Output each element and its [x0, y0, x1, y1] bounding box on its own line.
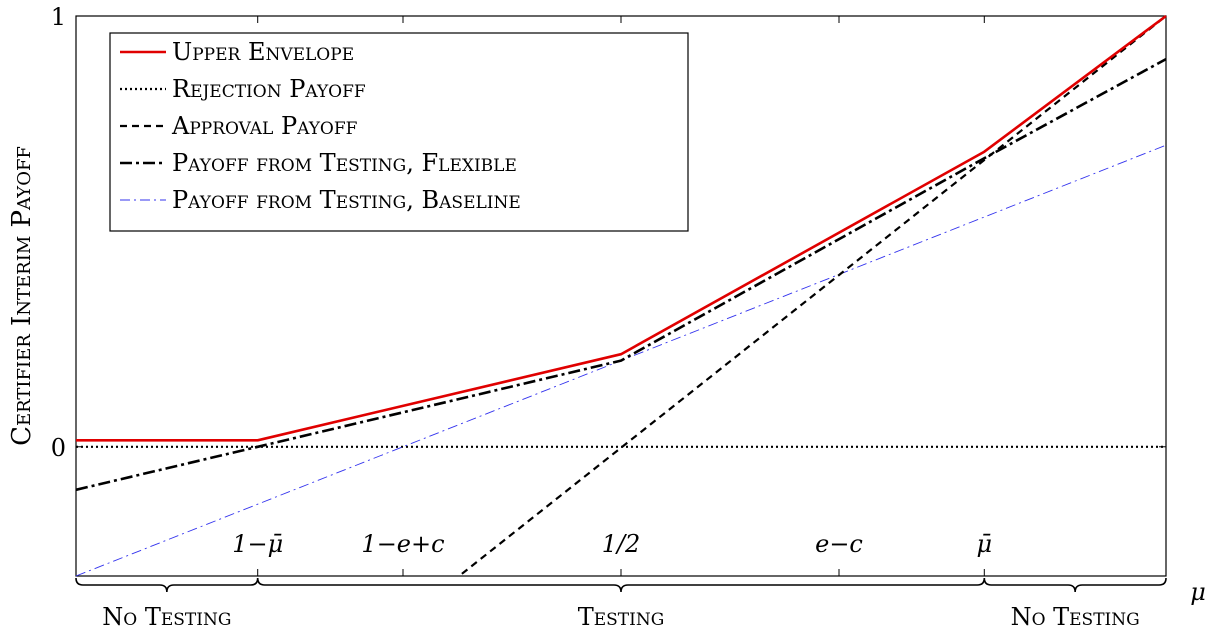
x-tick-label: 1/2 [602, 530, 641, 558]
x-tick-label: 1−μ̄ [232, 530, 283, 558]
x-tick-label: e−c [815, 530, 863, 558]
x-axis-label: μ [1190, 578, 1206, 606]
region-label: Testing [578, 603, 665, 631]
region-brace [76, 578, 258, 592]
y-tick-label: 1 [51, 3, 66, 31]
y-tick-label: 0 [51, 434, 66, 462]
region-brace [258, 578, 985, 592]
region-label: No Testing [102, 603, 231, 631]
y-axis-label: Certifier Interim Payoff [7, 146, 37, 446]
legend: Upper Envelope Rejection Payoff Approval P… [110, 33, 688, 231]
region-label: No Testing [1011, 603, 1140, 631]
legend-label: Payoff from Testing, Flexible [172, 149, 517, 177]
brace-layer: No Testing Testing No Testing [76, 578, 1166, 631]
legend-label: Approval Payoff [171, 112, 358, 140]
region-brace [984, 578, 1166, 592]
x-tick-label: 1−e+c [361, 530, 444, 558]
x-tick-label: μ̄ [976, 530, 992, 558]
legend-label: Payoff from Testing, Baseline [172, 186, 521, 214]
legend-label: Upper Envelope [172, 38, 354, 66]
legend-label: Rejection Payoff [172, 75, 366, 103]
